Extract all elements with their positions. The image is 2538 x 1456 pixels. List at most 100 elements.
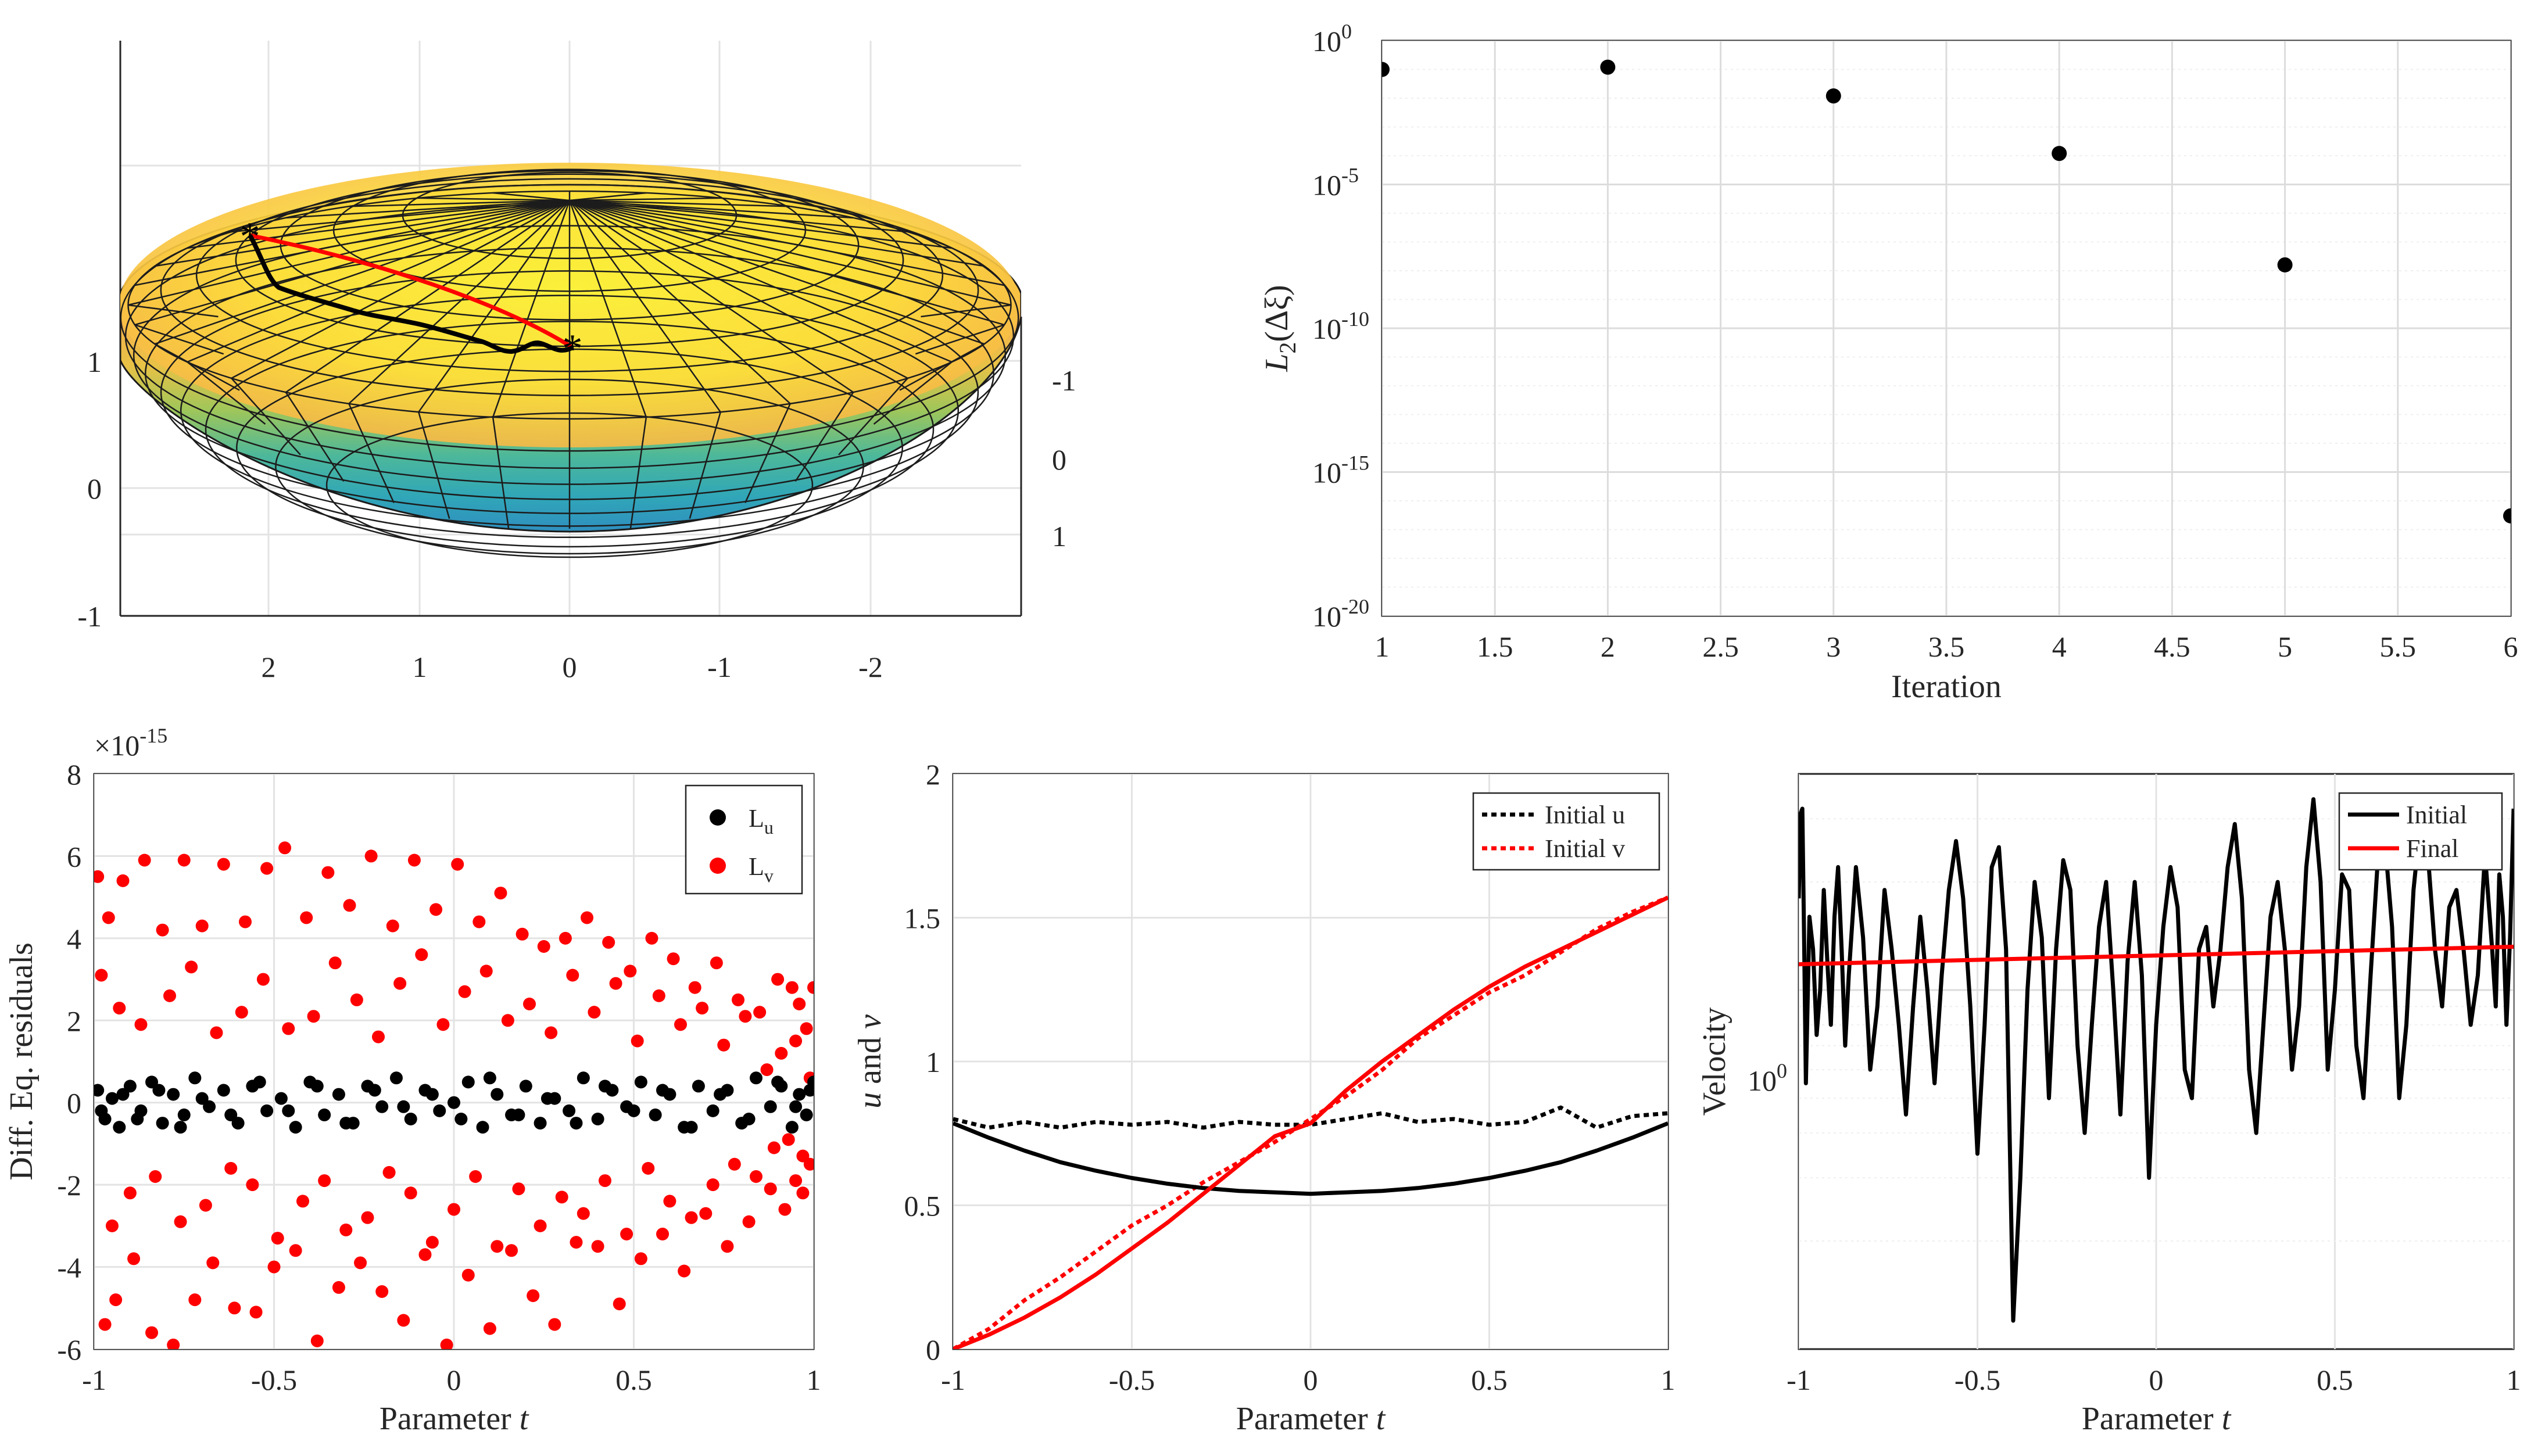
conv-y-tick: 100 bbox=[1312, 20, 1352, 58]
uv-xlabel-var: t bbox=[1376, 1401, 1386, 1437]
residual-point-L_v bbox=[235, 1006, 248, 1019]
residual-point-L_u bbox=[433, 1104, 446, 1117]
legend-label-initial-v: Initial v bbox=[1545, 834, 1625, 863]
residual-point-L_u bbox=[570, 1117, 583, 1130]
residual-point-L_v bbox=[372, 1030, 385, 1043]
residual-point-L_u bbox=[540, 1092, 554, 1105]
residual-point-L_v bbox=[800, 1022, 813, 1035]
velocity-legend: Initial Final bbox=[2338, 792, 2503, 871]
geodesic-final-curve bbox=[249, 233, 574, 349]
conv-x-tick: 6 bbox=[2504, 630, 2518, 663]
residual-point-L_v bbox=[728, 1157, 741, 1171]
surface-x-tick: 2 bbox=[262, 651, 276, 683]
mesh-meridian-line bbox=[418, 197, 570, 202]
residual-point-L_v bbox=[145, 1326, 159, 1339]
residual-point-L_v bbox=[436, 1018, 450, 1031]
residual-point-L_v bbox=[300, 911, 313, 924]
residual-point-L_v bbox=[512, 1182, 525, 1196]
residual-point-L_u bbox=[274, 1092, 288, 1105]
conv-ylabel-rest: (Δξ) bbox=[1259, 285, 1295, 342]
residual-point-L_v bbox=[429, 903, 443, 916]
mesh-side-line bbox=[629, 417, 647, 529]
residual-point-L_v bbox=[663, 1195, 676, 1208]
residual-point-L_v bbox=[494, 887, 507, 900]
uv-x-tick: 1 bbox=[1661, 1364, 1676, 1396]
mesh-meridian-line bbox=[231, 199, 570, 379]
residual-point-L_v bbox=[375, 1285, 389, 1298]
residual-point-L_u bbox=[195, 1092, 209, 1105]
surface-y-ticks: -1 0 1 bbox=[1052, 364, 1076, 553]
residual-point-L_u bbox=[375, 1100, 389, 1113]
res-mult-base: ×10 bbox=[94, 729, 139, 762]
res-x-tick: 0.5 bbox=[615, 1364, 652, 1396]
start-marker: * bbox=[240, 214, 260, 259]
residual-point-L_v bbox=[645, 931, 658, 945]
conv-x-tick: 5.5 bbox=[2380, 630, 2417, 663]
residual-point-L_v bbox=[491, 1240, 504, 1253]
surface-z-ticks: 1 0 -1 bbox=[77, 346, 102, 633]
residual-point-L_u bbox=[789, 1100, 803, 1113]
residual-point-L_u bbox=[231, 1117, 245, 1130]
conv-point bbox=[1825, 88, 1841, 104]
residual-point-L_v bbox=[764, 1182, 777, 1196]
residual-point-L_v bbox=[688, 981, 701, 994]
residual-point-L_v bbox=[807, 981, 814, 994]
residual-point-L_v bbox=[634, 1252, 647, 1265]
uv-ylabel-and: and bbox=[852, 1029, 888, 1092]
mesh-meridian-line bbox=[569, 197, 721, 202]
residual-point-L_v bbox=[149, 1170, 162, 1183]
mesh-side-line bbox=[899, 343, 985, 391]
vel-xlabel-main: Parameter bbox=[2082, 1401, 2222, 1437]
residual-point-L_v bbox=[472, 915, 486, 928]
residual-point-L_v bbox=[620, 1228, 633, 1240]
residual-point-L_v bbox=[425, 1236, 439, 1249]
res-xlabel-main: Parameter bbox=[380, 1401, 520, 1437]
residual-point-L_v bbox=[732, 993, 745, 1006]
residual-point-L_u bbox=[145, 1075, 159, 1089]
mesh-side-ring bbox=[275, 378, 864, 555]
residual-point-L_v bbox=[652, 989, 665, 1002]
residual-point-L_v bbox=[609, 977, 622, 990]
mesh-meridian-line bbox=[154, 199, 570, 345]
surface-z-tick: 0 bbox=[87, 472, 102, 505]
conv-x-tick: 2 bbox=[1601, 630, 1615, 663]
legend-label-initial-u: Initial u bbox=[1545, 801, 1625, 829]
residual-point-L_v bbox=[782, 1133, 795, 1146]
mesh-meridian-line bbox=[348, 200, 570, 404]
residual-point-L_v bbox=[407, 853, 421, 867]
residual-point-L_v bbox=[267, 1260, 281, 1274]
conv-x-tick: 4.5 bbox=[2154, 630, 2190, 663]
residual-point-L_v bbox=[570, 1236, 583, 1249]
mesh-meridian-line bbox=[569, 192, 647, 202]
residual-point-L_v bbox=[246, 1178, 259, 1192]
mesh-side-line bbox=[134, 324, 224, 355]
convergence-x-ticks: 1 1.5 2 2.5 3 3.5 4 4.5 5 5.5 6 bbox=[1375, 630, 2518, 663]
convergence-points bbox=[1382, 59, 2511, 523]
conv-y-tick-exp: -15 bbox=[1341, 451, 1369, 475]
conv-point bbox=[1382, 62, 1390, 77]
residual-point-L_v bbox=[328, 956, 342, 970]
residual-point-L_v bbox=[739, 1010, 752, 1023]
residual-point-L_v bbox=[105, 1219, 119, 1232]
residual-point-L_v bbox=[94, 870, 105, 883]
residual-point-L_v bbox=[404, 1186, 417, 1200]
mesh-side-ring bbox=[120, 184, 1019, 452]
residual-point-L_v bbox=[195, 919, 209, 933]
mesh-meridian-line bbox=[492, 192, 570, 202]
residual-point-L_v bbox=[721, 1240, 734, 1253]
residual-point-L_v bbox=[598, 1174, 611, 1188]
residual-point-L_v bbox=[156, 923, 169, 937]
uv-y-tick: 2 bbox=[926, 758, 940, 791]
uv-curve-final-u bbox=[953, 1121, 1668, 1196]
residual-point-L_v bbox=[591, 1240, 604, 1253]
residual-point-L_v bbox=[185, 960, 198, 974]
residual-point-L_u bbox=[94, 1084, 105, 1097]
residual-point-L_v bbox=[581, 911, 594, 924]
residual-point-L_u bbox=[627, 1104, 640, 1117]
residual-point-L_v bbox=[386, 919, 399, 933]
residual-point-L_v bbox=[321, 866, 335, 879]
residual-point-L_u bbox=[397, 1100, 410, 1113]
residuals-points bbox=[94, 841, 814, 1349]
residual-point-L_u bbox=[217, 1084, 230, 1097]
residual-point-L_v bbox=[260, 862, 274, 875]
